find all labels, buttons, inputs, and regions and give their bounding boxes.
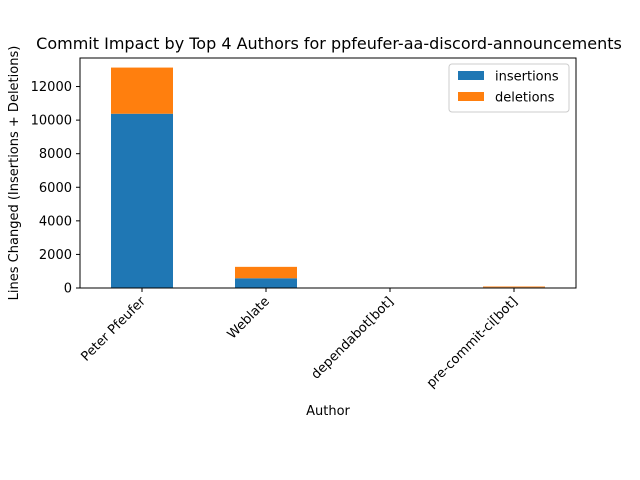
y-tick-label: 6000 — [39, 181, 72, 196]
legend-swatch-deletions — [458, 92, 484, 101]
legend-swatch-insertions — [458, 71, 484, 80]
y-tick-label: 0 — [64, 282, 72, 297]
bar-insertions-1 — [235, 278, 297, 288]
chart-title: Commit Impact by Top 4 Authors for ppfeu… — [36, 34, 622, 53]
y-tick-label: 10000 — [31, 114, 72, 129]
x-tick-label: Weblate — [225, 294, 273, 342]
x-axis-label: Author — [306, 404, 350, 419]
plot-area-frame — [79, 57, 577, 289]
y-tick-label: 4000 — [39, 214, 72, 229]
y-tick-label: 8000 — [39, 147, 72, 162]
y-tick-label: 2000 — [39, 248, 72, 263]
bar-deletions-0 — [111, 67, 173, 114]
x-tick-label: dependabot[bot] — [309, 294, 397, 382]
y-axis: 0 2000 4000 6000 8000 10000 12000 — [31, 80, 80, 297]
bar-deletions-1 — [235, 266, 297, 279]
legend: insertions deletions — [448, 63, 570, 113]
x-axis: Peter Pfeufer Weblate dependabot[bot] pre-c… — [78, 288, 521, 391]
bars-group — [111, 67, 545, 288]
y-tick-label: 12000 — [31, 80, 72, 95]
legend-label-deletions: deletions — [495, 91, 555, 106]
bar-insertions-0 — [111, 113, 173, 288]
bar-deletions-3 — [483, 286, 545, 288]
x-tick-label: Peter Pfeufer — [78, 294, 149, 365]
y-axis-label: Lines Changed (Insertions + Deletions) — [7, 46, 22, 301]
x-tick-label: pre-commit-ci[bot] — [424, 294, 521, 391]
legend-label-insertions: insertions — [495, 70, 559, 85]
